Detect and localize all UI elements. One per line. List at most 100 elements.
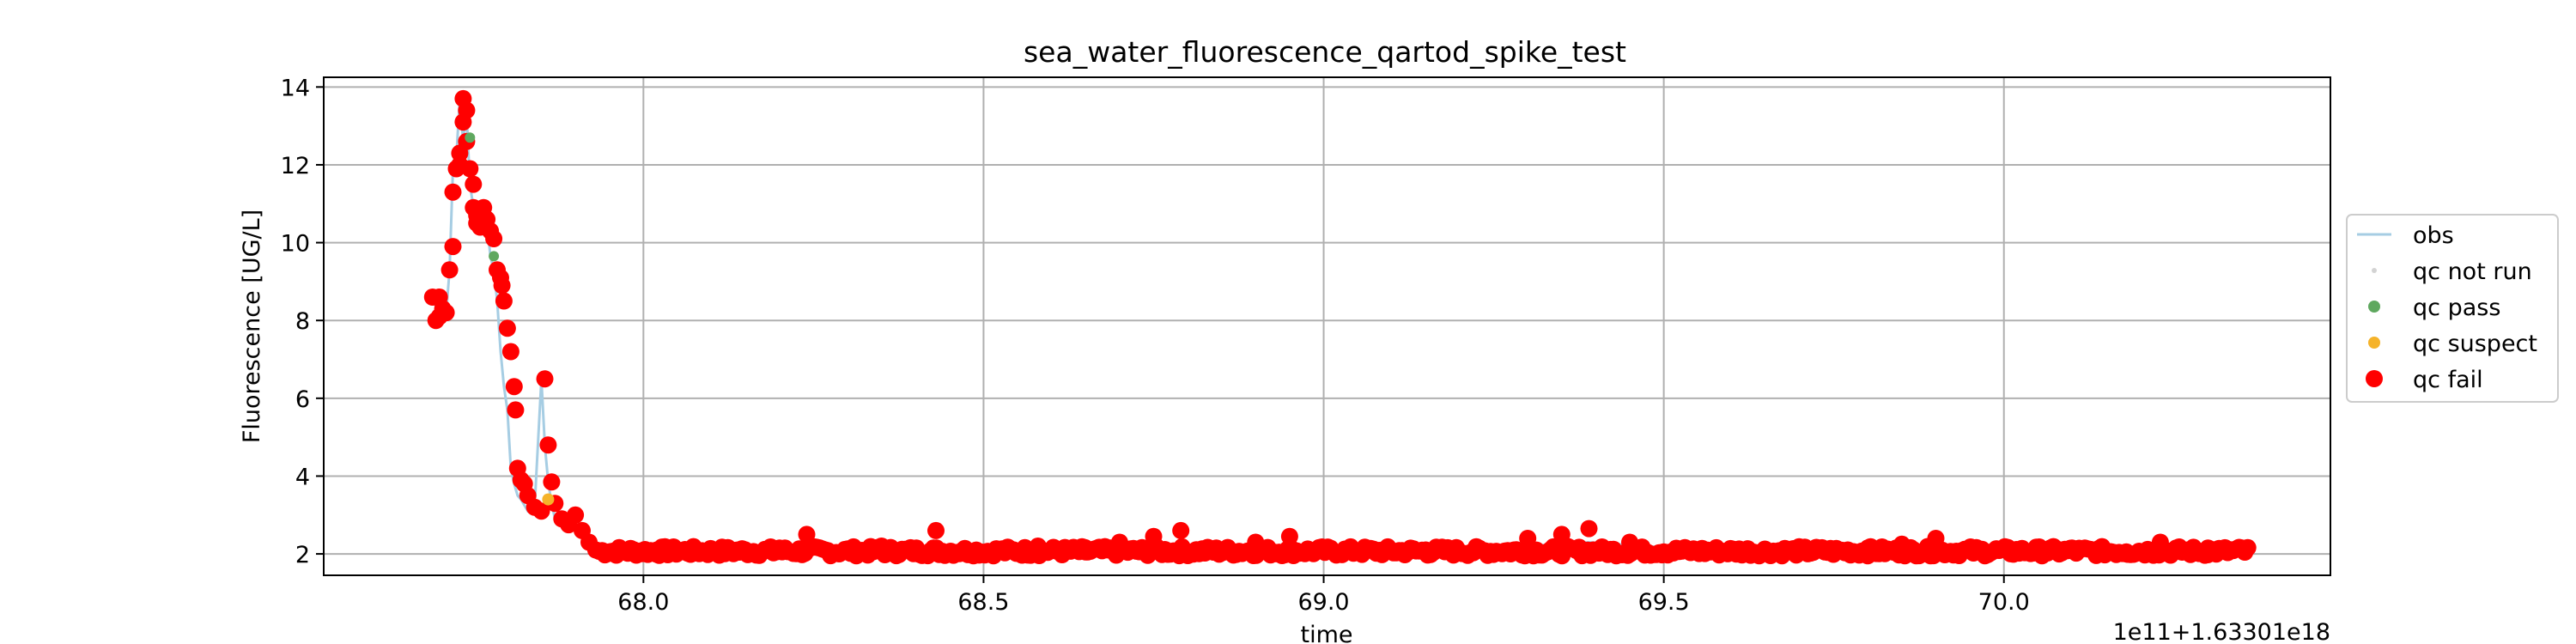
axis-ticks: 68.0 68.5 69.0 69.5 70.0 2 4 6 8 10 12 14 [281,75,2030,616]
legend-swatch [2372,268,2377,273]
qc-fail-point [1369,543,1387,561]
qc-fail-point [770,539,788,557]
qc-fail-point [2029,541,2047,559]
x-tick-label: 68.0 [617,589,669,616]
x-tick-label: 68.5 [957,589,1009,616]
y-tick-label: 6 [295,386,310,413]
legend-label: qc suspect [2413,331,2537,357]
legend-item-suspect: qc suspect [2368,331,2537,357]
qc-fail-point [628,543,646,561]
plot-data [423,89,2257,565]
y-tick-label: 14 [281,75,310,101]
qc-fail-point [1519,530,1537,547]
x-tick-label: 69.0 [1297,589,1349,616]
qc-fail-point [437,304,455,322]
y-tick-label: 8 [295,308,310,335]
qc-fail-point [1552,526,1571,544]
legend-item-obs: obs [2357,222,2454,249]
qc-fail-point [1975,543,1992,561]
qc-fail-point [444,238,462,256]
x-axis-label: time [1300,622,1352,644]
plot-frame [323,76,2331,576]
qc-fail-point [600,543,618,561]
qc-fail-point [2117,543,2136,561]
qc-fail-point [1110,533,1128,551]
grid-lines [324,77,2330,575]
y-tick-label: 12 [281,153,310,179]
qc-fail-point [702,543,720,561]
qc-fail-point [872,538,890,555]
qc-fail-point [1927,530,1945,547]
qc-fail-point [536,370,554,388]
qc-fail-point [444,183,462,201]
qc-fail-point [1757,543,1775,561]
qc-fail-point [2199,539,2217,557]
legend-swatch [2366,370,2383,387]
legend-label: qc fail [2413,367,2483,393]
qc-fail-point [648,541,666,559]
qc-fail-point [954,541,972,559]
y-axis-label: Fluorescence [UG/L] [239,210,265,443]
qc-fail-point [498,319,516,337]
qc-fail-point [1212,541,1230,559]
y-tick-label: 4 [295,464,310,490]
qc-fail-point [988,543,1006,561]
qc-fail-point [543,473,561,491]
qc-fail-point [1505,541,1523,559]
legend-label: qc pass [2413,295,2500,321]
legend-label: qc not run [2413,258,2532,285]
qc-fail-point [1893,535,1911,553]
qc-fail-point [1451,543,1468,561]
qc-fail-point [730,541,748,559]
qc-fail-point [501,343,519,361]
qc-pass-point [465,132,476,143]
legend-item-not_run: qc not run [2372,258,2532,285]
qc-fail-point [614,541,632,559]
qc-fail-point [539,436,557,454]
x-offset-label: 1e11+1.63301e18 [2113,619,2330,644]
chart-title: sea_water_fluorescence_qartod_spike_test [1024,35,1626,69]
qc-fail-point [485,230,503,247]
plot-area [324,77,2330,575]
qc-fail-point [586,541,605,559]
qc-fail-point [907,541,925,559]
qc-fail-point [1580,519,1598,538]
qc-fail-point [1859,539,1877,557]
legend-item-pass: qc pass [2368,295,2500,321]
qc-fail-point [1172,521,1190,539]
qc-fail-point [1077,543,1095,561]
qc-fail-point [1710,541,1727,559]
qc-fail-point [927,521,945,539]
qc-fail-point [2233,539,2251,557]
qc-fail-point [2151,533,2169,551]
qc-fail-point [493,276,511,295]
x-tick-label: 70.0 [1978,589,2030,616]
qc-fail-point [1280,527,1298,545]
qc-fail-point [668,541,686,559]
qc-fail-point [798,526,816,544]
qc-fail-point [505,378,523,396]
legend-box [2346,214,2559,403]
qc-fail-point [839,543,856,561]
qc-fail-point [440,261,459,279]
x-tick-label: 69.5 [1638,589,1690,616]
qc-suspect-point [542,493,555,506]
y-tick-label: 2 [295,542,310,568]
y-tick-label: 10 [281,231,310,258]
qc-fail-point [1655,543,1673,561]
qc-fail-point [458,101,476,119]
qc-fail-point [1417,541,1435,559]
qc-fail-point [1621,533,1638,551]
qc-fail-point [507,401,525,419]
qc-fail-point [1315,541,1333,559]
qc-fail-point [1247,533,1265,551]
qc-fail-point [461,160,479,178]
qc-fail-point [495,292,513,310]
qc-pass-point [489,251,500,262]
legend-swatch [2368,301,2380,313]
legend-item-fail: qc fail [2366,367,2483,393]
qc-fail-point [567,506,585,524]
legend: obs qc not run qc pass qc suspect qc fail [2346,214,2559,403]
legend-swatch [2368,337,2380,349]
